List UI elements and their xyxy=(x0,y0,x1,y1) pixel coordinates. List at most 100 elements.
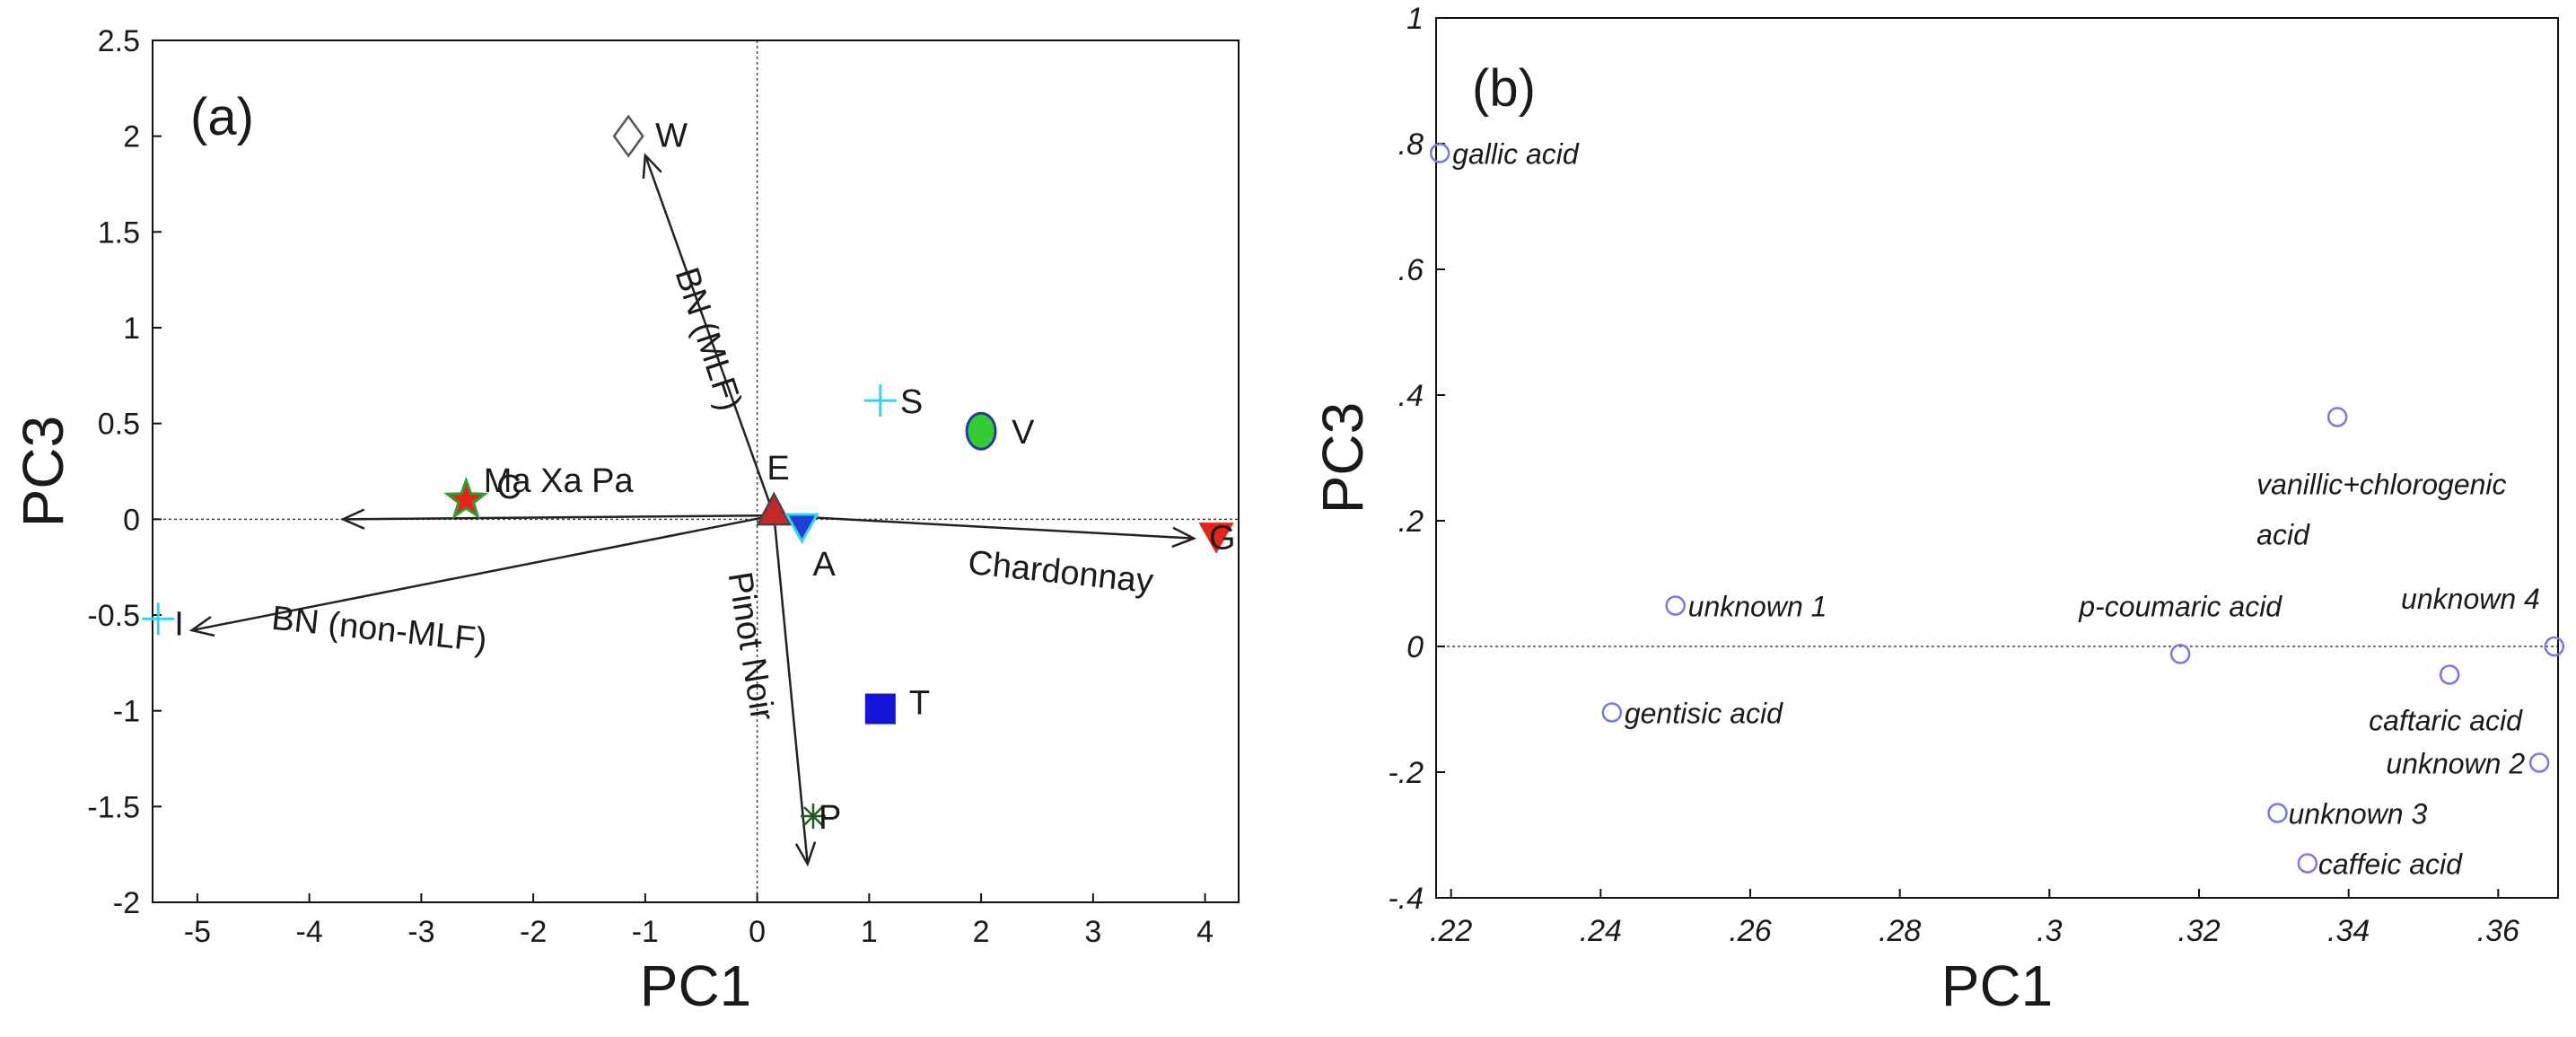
x-tick-label: .34 xyxy=(2327,914,2370,948)
y-axis-title-a: PC3 xyxy=(11,416,75,528)
vector-shaft xyxy=(773,514,809,865)
point-label: gentisic acid xyxy=(1625,698,1783,730)
point-marker-circle xyxy=(2528,752,2550,773)
x-tick-label: .24 xyxy=(1580,914,1622,948)
x-tick-label: .36 xyxy=(2477,914,2519,948)
point-label: I xyxy=(174,605,184,643)
y-tick-label: -.4 xyxy=(1388,882,1424,916)
x-tick-label: -3 xyxy=(407,915,434,949)
point-label: S xyxy=(900,383,923,421)
y-tick-label: .6 xyxy=(1398,253,1424,287)
point-label: V xyxy=(1012,414,1035,452)
point-marker-circle xyxy=(2297,853,2318,874)
y-tick-label: 1 xyxy=(1406,2,1424,36)
y-tick-label: 1.5 xyxy=(98,215,140,250)
point-marker-square xyxy=(864,693,896,725)
point-label: E xyxy=(767,450,789,488)
point-label: unknown 1 xyxy=(1688,591,1827,623)
x-tick-label: 3 xyxy=(1084,915,1101,949)
point-marker-plus xyxy=(863,384,897,417)
compound-point: unknown 4 xyxy=(2401,583,2565,657)
point-marker-triangle-down xyxy=(1198,523,1234,554)
compound-point: unknown 1 xyxy=(1665,591,1827,623)
chart-panel-a: -5 -4 -3 -2 -1 0 1 2 3 4-2-1.5-1-0.500.511.522.5 … xyxy=(11,24,1240,1018)
x-tick-label: 0 xyxy=(749,915,766,949)
sample-point: I xyxy=(142,602,184,643)
point-marker-triangle-up xyxy=(756,491,793,526)
point-label: gallic acid xyxy=(1452,138,1580,171)
x-tick-label: .22 xyxy=(1430,914,1472,948)
x-tick-label: -2 xyxy=(520,915,547,949)
y-tick-label: .8 xyxy=(1398,127,1424,162)
y-axis-title-b: PC3 xyxy=(1310,402,1375,514)
point-label-continued: acid xyxy=(2256,519,2310,551)
x-tick-label: 1 xyxy=(861,915,878,949)
point-marker-ellipse xyxy=(965,411,997,451)
vector-arrowhead xyxy=(188,616,215,637)
plot-frame-b xyxy=(1435,17,2559,899)
panel-label-b: (b) xyxy=(1472,59,1536,118)
point-marker-circle xyxy=(2169,644,2191,664)
point-marker-circle xyxy=(2267,803,2288,823)
y-tick-label: .4 xyxy=(1398,379,1424,413)
y-tick-label: 2 xyxy=(123,120,140,154)
vector-shaft xyxy=(191,514,775,632)
sample-point: C xyxy=(443,469,521,520)
sample-point: T xyxy=(864,685,930,725)
y-tick-label: -1.5 xyxy=(87,790,140,824)
vector-label: Ma Xa Pa xyxy=(484,462,635,500)
point-label: p-coumaric acid xyxy=(2078,590,2282,622)
point-marker-plus xyxy=(142,602,175,636)
point-marker-asterisk xyxy=(800,804,826,829)
vector-shaft xyxy=(774,514,1195,540)
point-marker-circle xyxy=(1601,702,1623,723)
y-tick-label: 1 xyxy=(123,312,140,346)
x-axis-title-b: PC1 xyxy=(1941,954,2054,1018)
y-tick-label: -.2 xyxy=(1388,756,1424,790)
point-label: unknown 2 xyxy=(2386,748,2525,780)
compound-point: caftaric acid xyxy=(2369,664,2523,737)
y-tick-label: 0 xyxy=(1406,630,1424,664)
x-axis-title-a: PC1 xyxy=(640,954,752,1018)
plot-area-a xyxy=(153,40,1239,902)
point-marker-diamond xyxy=(612,114,644,158)
point-marker-triangle-down xyxy=(784,513,820,545)
x-tick-label: .32 xyxy=(2177,914,2220,948)
point-label: C xyxy=(496,469,521,506)
vector-shaft xyxy=(644,154,775,516)
plot-frame-a xyxy=(152,40,1240,903)
vector-arrowhead xyxy=(794,841,817,867)
sample-point: G xyxy=(1198,520,1236,558)
point-marker-circle xyxy=(2544,636,2565,657)
compound-point: gentisic acid xyxy=(1601,698,1783,730)
point-label: W xyxy=(655,118,688,155)
sample-points: W S V C E A G I T P xyxy=(142,114,1236,837)
y-tick-label: -1 xyxy=(113,695,140,729)
compound-point: gallic acid xyxy=(1429,138,1580,171)
point-label: A xyxy=(813,546,837,584)
axis-ticks-b: .22 .24 .26 .28 .3 .32 .34 .36 -.4 -.2 0 .2 .4 .6 .8 1 xyxy=(1388,2,2519,948)
x-tick-label: .3 xyxy=(2037,914,2062,948)
point-label: G xyxy=(1209,520,1236,558)
vector-arrowhead xyxy=(339,508,365,530)
point-label: caffeic acid xyxy=(2318,848,2463,881)
y-tick-label: -0.5 xyxy=(87,599,140,633)
point-label: caftaric acid xyxy=(2369,705,2523,737)
point-marker-circle xyxy=(2439,664,2460,685)
vector-shaft xyxy=(343,514,775,521)
sample-point: E xyxy=(756,450,793,526)
sample-point: P xyxy=(800,799,841,837)
compound-point: caffeic acid xyxy=(2297,848,2463,881)
panel-label-a: (a) xyxy=(190,88,254,146)
point-label: P xyxy=(819,799,841,837)
sample-point: V xyxy=(965,411,1035,452)
sample-point: S xyxy=(863,383,923,421)
loading-vector: Ma Xa Pa xyxy=(339,462,775,530)
compound-point: vanillic+chlorogenic acid xyxy=(2256,407,2507,551)
plot-area-b xyxy=(1436,18,2558,898)
compound-point: unknown 3 xyxy=(2267,798,2427,830)
compound-point: unknown 2 xyxy=(2386,748,2550,780)
axis-ticks-a: -5 -4 -3 -2 -1 0 1 2 3 4 -2 -1.5 -1 -0.5 0 0.5 1 1.5 2 2.5 xyxy=(87,24,1214,949)
x-tick-label: -5 xyxy=(184,915,211,949)
point-label: unknown 4 xyxy=(2401,583,2540,615)
